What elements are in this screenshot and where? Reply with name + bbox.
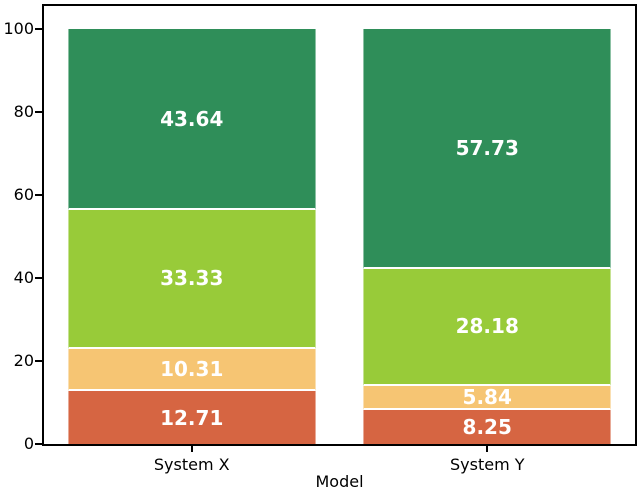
bar-segment-value: 33.33 [160, 266, 224, 291]
x-tick-label: System Y [449, 455, 525, 474]
bar-segment: 28.18 [363, 268, 612, 386]
plot-inner: 12.71 10.31 33.33 43.64 8.25 5.84 28.18 57.73 [44, 6, 635, 444]
bar-segment-value: 8.25 [462, 414, 512, 439]
bar-segment: 12.71 [67, 391, 316, 444]
x-tick-mark [190, 446, 193, 452]
y-tick-label: 60 [13, 185, 34, 205]
y-tick-label: 0 [23, 434, 34, 453]
plot-area: 12.71 10.31 33.33 43.64 8.25 5.84 28.18 57.73 [42, 4, 637, 446]
bar-segment: 57.73 [363, 29, 612, 269]
y-tick-mark [35, 28, 42, 31]
y-tick-label: 20 [13, 351, 34, 371]
bar-segment-value: 28.18 [455, 314, 519, 339]
bar-segment: 33.33 [67, 210, 316, 349]
y-tick-label: 80 [13, 102, 34, 122]
y-tick-mark [35, 277, 42, 280]
y-tick-mark [35, 443, 42, 445]
bar-segment: 5.84 [363, 384, 612, 410]
bar-segment-value: 10.31 [160, 356, 224, 381]
bar-segment-value: 12.71 [160, 405, 224, 430]
bar-segment: 8.25 [363, 409, 612, 444]
bar-segment: 43.64 [67, 29, 316, 211]
y-tick-mark [35, 111, 42, 114]
bar-segment-value: 57.73 [455, 135, 519, 160]
y-tick-label: 40 [13, 268, 34, 288]
bar-segment: 10.31 [67, 348, 316, 392]
bar-segment-value: 43.64 [160, 106, 224, 131]
x-tick-mark [486, 446, 489, 452]
x-tick-label: System X [153, 455, 230, 474]
bar-segment-value: 5.84 [462, 384, 512, 409]
bar-system-y: 8.25 5.84 28.18 57.73 [363, 6, 612, 444]
y-tick-mark [35, 194, 42, 197]
y-tick-label: 100 [3, 19, 34, 39]
x-axis-title: Model [315, 472, 364, 491]
bar-system-x: 12.71 10.31 33.33 43.64 [67, 6, 316, 444]
y-tick-mark [35, 360, 42, 363]
